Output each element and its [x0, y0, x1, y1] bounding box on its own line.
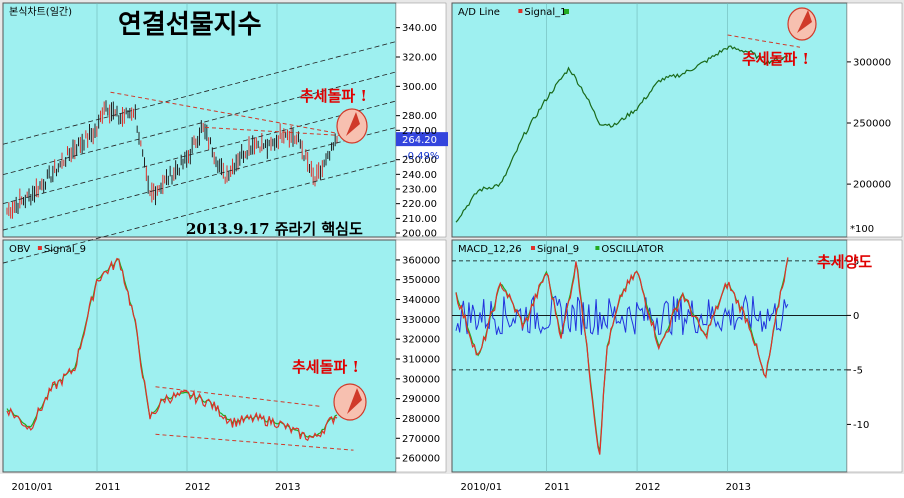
- annotation: 추세돌파 !: [300, 87, 367, 105]
- xtick-label: 2010/01: [12, 482, 54, 493]
- channel-line: [2, 71, 397, 176]
- axis-obv: [395, 239, 447, 473]
- xtick-label: 2013: [275, 482, 300, 493]
- ytick-label: 330000: [402, 315, 440, 326]
- ytick-label: 300000: [853, 57, 891, 68]
- channel-line: [2, 100, 397, 205]
- ytick-label: 280000: [402, 414, 440, 425]
- chart-title: 연결선물지수: [118, 10, 262, 40]
- panel-price: [2, 2, 397, 238]
- ytick-label: 260000: [402, 454, 440, 465]
- xtick-label: 2011: [545, 482, 570, 493]
- ytick-label: 270000: [402, 434, 440, 445]
- trend-line: [727, 34, 801, 48]
- x-axis-strip: [0, 474, 904, 498]
- ytick-label: 340000: [402, 295, 440, 306]
- breakout-circle: [333, 383, 367, 421]
- obv-line: [6, 257, 338, 442]
- legend-label: OSCILLATOR: [601, 244, 664, 255]
- ytick-label: 280.00: [402, 111, 437, 122]
- legend-swatch: [531, 246, 535, 250]
- ytick-label: 320000: [402, 335, 440, 346]
- ytick-label: 300.00: [402, 82, 437, 93]
- annotation: 추세돌파 !: [742, 50, 809, 68]
- channel-line: [2, 41, 397, 145]
- ytick-label: 210.00: [402, 214, 437, 225]
- breakout-arrow: [347, 388, 362, 414]
- channel-line: [2, 127, 397, 231]
- panel-obv: [2, 239, 397, 473]
- ytick-label: 240.00: [402, 170, 437, 181]
- ytick-label: 320.00: [402, 53, 437, 64]
- ytick-label: 350000: [402, 275, 440, 286]
- oscillator-line: [455, 294, 789, 336]
- ytick-label: 300000: [402, 374, 440, 385]
- legend-label: A/D Line: [458, 7, 500, 18]
- legend-label: OBV: [9, 244, 30, 255]
- change-value: -0.49%: [404, 151, 439, 162]
- legend-label: Signal_9: [537, 244, 579, 255]
- scale-note: *100: [850, 224, 874, 235]
- xtick-label: 2010/01: [461, 482, 503, 493]
- legend-label: Signal_1: [524, 7, 566, 18]
- xtick-label: 2012: [635, 482, 660, 493]
- xtick-label: 2011: [95, 482, 120, 493]
- ytick-label: 250000: [853, 119, 891, 130]
- ytick-label: 200.00: [402, 229, 437, 240]
- panel-macd: [451, 239, 848, 473]
- ytick-label: 270.00: [402, 126, 437, 137]
- ytick-label: 230.00: [402, 185, 437, 196]
- ytick-label: 200000: [853, 180, 891, 191]
- ytick-label: 0: [853, 311, 859, 322]
- ytick-label: 250.00: [402, 155, 437, 166]
- chart-subtitle: 2013.9.17 쥬라기 핵심도: [186, 220, 363, 238]
- channel-line: [2, 160, 397, 264]
- last-value-badge: [396, 132, 448, 147]
- breakout-arrow: [346, 112, 360, 136]
- legend-label: MACD_12,26: [458, 244, 522, 255]
- trend-line: [110, 91, 354, 137]
- ytick-label: 360000: [402, 255, 440, 266]
- annotation: 추세돌파 !: [292, 358, 359, 376]
- ytick-label: -5: [853, 365, 863, 376]
- trend-line: [204, 126, 354, 137]
- ytick-label: 220.00: [402, 199, 437, 210]
- legend-swatch: [37, 246, 42, 250]
- ytick-label: 290000: [402, 394, 440, 405]
- legend-swatch: [518, 9, 523, 13]
- axis-macd: [846, 239, 903, 473]
- annotation: 추세양도: [817, 253, 872, 271]
- axis-ad: [846, 2, 903, 238]
- ad-line: [455, 45, 789, 223]
- xtick-label: 2012: [185, 482, 210, 493]
- legend-swatch: [595, 246, 600, 250]
- ytick-label: -10: [853, 420, 869, 431]
- ytick-label: 340.00: [402, 23, 437, 34]
- xtick-label: 2013: [726, 482, 751, 493]
- ytick-label: 310000: [402, 355, 440, 366]
- axis-price: [395, 2, 447, 238]
- legend-label: Signal_9: [44, 244, 86, 255]
- breakout-arrow: [797, 10, 812, 33]
- trend-line: [155, 433, 354, 451]
- legend-swatch: [564, 9, 569, 14]
- macd-line: [455, 257, 789, 455]
- ytick-label: 5: [853, 256, 859, 267]
- legend-label: 본식차트(일간): [9, 6, 72, 18]
- last-value: 264.20: [402, 135, 437, 146]
- panel-ad: [451, 2, 848, 238]
